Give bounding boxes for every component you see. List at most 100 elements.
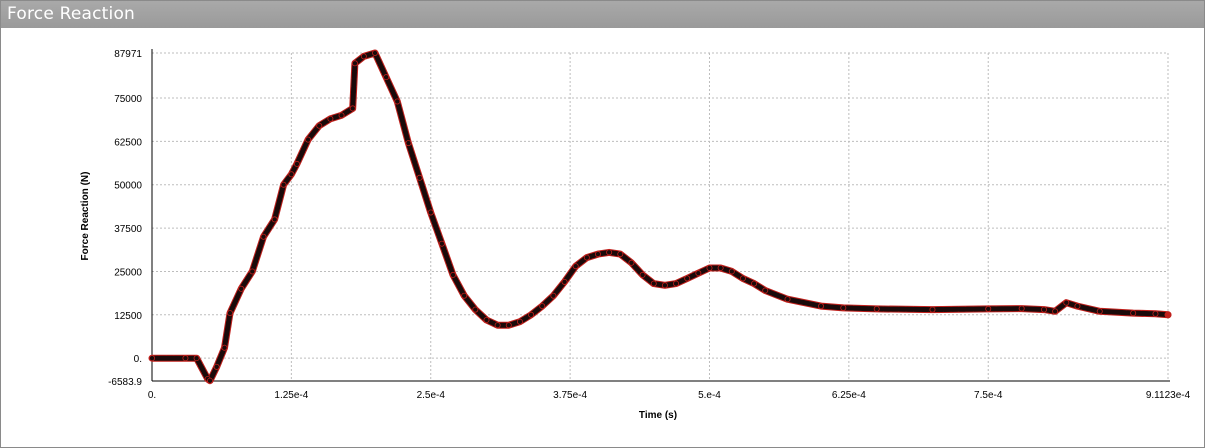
x-tick-label: 0. [148, 390, 156, 401]
y-axis-label: Force Reaction (N) [80, 172, 91, 261]
y-tick-label: 25000 [114, 267, 142, 278]
data-point [550, 292, 557, 299]
data-point [221, 344, 228, 351]
data-point [1074, 303, 1081, 310]
data-point [383, 74, 390, 81]
series-line-highlight [148, 49, 1172, 385]
data-point [483, 317, 490, 324]
data-point [1152, 310, 1159, 317]
x-tick-label: 3.75e-4 [553, 390, 587, 401]
y-tick-label: -6583.9 [108, 377, 142, 388]
x-tick-label: 9.1123e-4 [1146, 390, 1191, 401]
data-point [351, 60, 358, 67]
x-tick-labels: 0. 1.25e-4 2.5e-4 3.75e-4 5.e-4 6.25e-4 7.5e-4… [148, 390, 1191, 401]
grid-lines [152, 52, 1169, 381]
data-point [784, 296, 791, 303]
y-tick-label: 62500 [114, 137, 142, 148]
data-point [148, 355, 155, 362]
data-point [539, 303, 546, 310]
data-point [338, 112, 345, 119]
data-point [360, 53, 367, 60]
data-point [572, 263, 579, 270]
data-point [1063, 299, 1070, 306]
data-point [706, 264, 713, 271]
data-point [316, 122, 323, 129]
y-tick-label: 0. [134, 354, 142, 365]
axes [151, 49, 1170, 382]
data-point [371, 50, 378, 57]
data-point [929, 306, 936, 313]
y-tick-label: 75000 [114, 94, 142, 105]
data-point [817, 303, 824, 310]
data-point [193, 355, 200, 362]
data-point [1130, 310, 1137, 317]
data-point [505, 322, 512, 329]
data-point [450, 271, 457, 278]
data-point [1040, 306, 1047, 313]
data-point [461, 292, 468, 299]
data-point [327, 115, 334, 122]
data-point [985, 305, 992, 312]
data-point [695, 270, 702, 277]
data-point [840, 304, 847, 311]
data-point [583, 254, 590, 261]
data-point [271, 216, 278, 223]
data-point [661, 282, 668, 289]
y-tick-label: 50000 [114, 181, 142, 192]
data-point [673, 280, 680, 287]
data-point [762, 287, 769, 294]
data-point [684, 275, 691, 282]
series-group [148, 49, 1172, 385]
data-point [739, 275, 746, 282]
data-point [617, 251, 624, 258]
data-point [293, 160, 300, 167]
data-point [227, 310, 234, 317]
data-point [1096, 308, 1103, 315]
data-point [639, 271, 646, 278]
data-point [438, 240, 445, 247]
data-point [873, 305, 880, 312]
data-point [182, 355, 189, 362]
data-point [260, 233, 267, 240]
data-point [1018, 305, 1025, 312]
y-tick-label: 37500 [114, 224, 142, 235]
data-point [213, 363, 220, 370]
data-point [561, 278, 568, 285]
x-tick-label: 2.5e-4 [417, 390, 446, 401]
x-tick-label: 6.25e-4 [832, 390, 866, 401]
panel-title: Force Reaction [7, 4, 136, 24]
data-point [516, 318, 523, 325]
data-point [416, 174, 423, 181]
panel-title-bar: Force Reaction [1, 1, 1204, 28]
data-point [717, 264, 724, 271]
data-point [238, 285, 245, 292]
x-tick-label: 5.e-4 [698, 390, 721, 401]
data-point [427, 209, 434, 216]
data-point [606, 249, 613, 256]
data-point [628, 259, 635, 266]
data-point [751, 280, 758, 287]
data-point [728, 268, 735, 275]
x-axis-label: Time (s) [639, 410, 677, 421]
x-tick-label: 1.25e-4 [274, 390, 308, 401]
data-point [472, 306, 479, 313]
data-point [349, 105, 356, 112]
y-tick-label: 87971 [114, 49, 142, 60]
data-point [594, 251, 601, 258]
data-point [1052, 308, 1059, 315]
data-point [405, 140, 412, 147]
end-marker [1164, 311, 1172, 319]
data-point [394, 98, 401, 105]
data-point [528, 311, 535, 318]
data-point [249, 268, 256, 275]
series-line [149, 50, 1171, 384]
data-point [280, 181, 287, 188]
data-point [305, 136, 312, 143]
data-point [494, 322, 501, 329]
data-point [288, 171, 295, 178]
data-point [206, 377, 213, 384]
data-point [650, 280, 657, 287]
x-tick-label: 7.5e-4 [974, 390, 1003, 401]
y-tick-labels: -6583.9 0. 12500 25000 37500 50000 62500 75000 8… [108, 49, 142, 388]
